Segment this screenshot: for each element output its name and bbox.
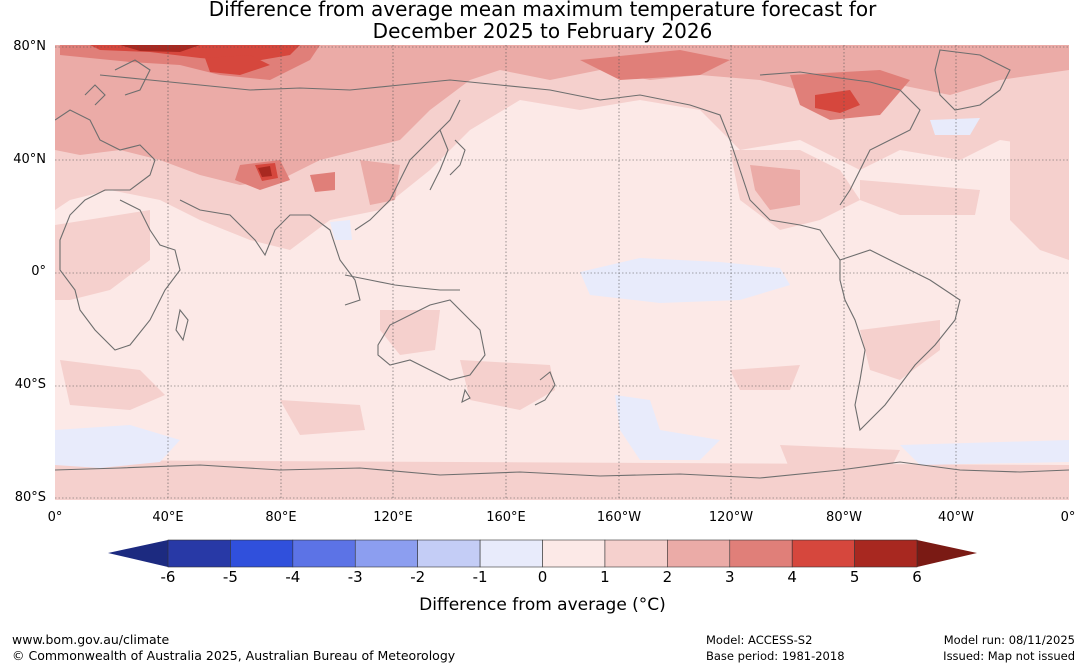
lon-label-80e: 80°E xyxy=(265,510,297,525)
colorbar-tick-label: -6 xyxy=(160,568,176,586)
lon-label-40e: 40°E xyxy=(152,510,184,525)
colorbar-tick-label: -4 xyxy=(285,568,301,586)
colorbar-segment xyxy=(292,539,356,568)
lon-label-120w: 120°W xyxy=(708,510,754,525)
anomaly-region-neg xyxy=(55,118,1069,468)
colorbar-segment xyxy=(729,539,793,568)
lon-label-160w: 160°W xyxy=(596,510,642,525)
colorbar-tick-label: 3 xyxy=(724,568,735,586)
colorbar-segment xyxy=(479,539,543,568)
map-title-line-1: Difference from average mean maximum tem… xyxy=(208,0,877,21)
colorbar-segment xyxy=(854,539,918,568)
colorbar-tick-label: -5 xyxy=(222,568,238,586)
lat-label-40n: 40°N xyxy=(13,152,46,167)
colorbar-tick-label: 1 xyxy=(600,568,610,586)
footer-model: Model: ACCESS-S2 xyxy=(706,633,813,647)
lon-label-120e: 120°E xyxy=(373,510,413,525)
lon-label-0-east-edge: 0° xyxy=(1060,510,1076,525)
colorbar-segment xyxy=(230,539,294,568)
lon-label-40w: 40°W xyxy=(938,510,974,525)
colorbar-segment xyxy=(604,539,668,568)
colorbar-tick-label: 2 xyxy=(662,568,673,586)
colorbar-segment xyxy=(667,539,731,568)
footer-copyright: © Commonwealth of Australia 2025, Austra… xyxy=(12,648,456,663)
lon-label-80w: 80°W xyxy=(826,510,862,525)
lon-label-160e: 160°E xyxy=(486,510,526,525)
lat-label-0: 0° xyxy=(31,264,46,279)
footer-issued: Issued: Map not issued xyxy=(943,649,1075,663)
colorbar-tick-label: 0 xyxy=(537,568,548,586)
footer-url[interactable]: www.bom.gov.au/climate xyxy=(12,632,170,647)
colorbar-segment xyxy=(542,539,606,568)
colorbar-title: Difference from average (°C) xyxy=(419,595,666,615)
lon-label-0-west-edge: 0° xyxy=(47,510,63,525)
lat-label-80n: 80°N xyxy=(13,39,46,54)
lat-label-40s: 40°S xyxy=(14,377,46,392)
colorbar-segment xyxy=(354,539,418,568)
footer-model-run: Model run: 08/11/2025 xyxy=(943,633,1075,647)
lat-label-80s: 80°S xyxy=(14,490,46,505)
colorbar-tick-label: -3 xyxy=(347,568,363,586)
colorbar-tick-label: 4 xyxy=(787,568,797,586)
colorbar-segment xyxy=(167,539,231,568)
colorbar-tick-label: -1 xyxy=(472,568,488,586)
colorbar-under-arrow xyxy=(108,540,168,567)
colorbar-over-arrow xyxy=(917,540,977,567)
colorbar-segment xyxy=(417,539,481,568)
coastlines xyxy=(55,49,1069,479)
colorbar-segment xyxy=(791,539,855,568)
colorbar-tick-label: 6 xyxy=(912,568,922,586)
map-gridlines xyxy=(55,45,1069,500)
colorbar-tick-label: -2 xyxy=(410,568,426,586)
map-title-line-2: December 2025 to February 2026 xyxy=(372,19,713,43)
footer-base-period: Base period: 1981-2018 xyxy=(706,649,845,663)
colorbar-tick-label: 5 xyxy=(849,568,860,586)
